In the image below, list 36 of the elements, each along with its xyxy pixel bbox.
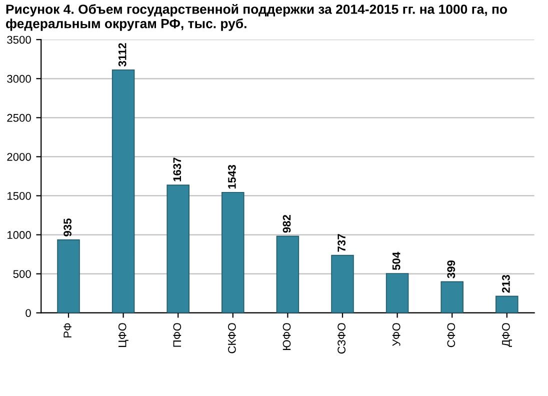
y-tick-label: 2500 [7, 114, 31, 122]
y-tick-label: 1500 [8, 192, 31, 200]
y-tick-label: 0 [26, 309, 31, 317]
data-label: 504 [392, 252, 400, 270]
x-tick-label: СЗФО [338, 323, 346, 354]
y-tick-label: 3500 [7, 36, 31, 44]
bar [57, 239, 80, 313]
bar [222, 192, 244, 313]
y-tick-label: 500 [13, 270, 31, 278]
bar [166, 184, 190, 313]
y-tick-label: 1000 [8, 231, 31, 239]
bar [112, 69, 135, 313]
x-tick-label: ДФО [502, 323, 512, 347]
bar [496, 296, 518, 313]
data-label: 1543 [228, 164, 236, 189]
chart-title: Рисунок 4. Объем государственной поддержки за 2014-2015 гг. на 1000 га, по федеральным округам РФ, тыс. руб. [6, 4, 507, 31]
data-label: 737 [338, 234, 346, 252]
x-tick-label: СФО [447, 323, 456, 348]
data-label: 982 [282, 214, 291, 233]
data-label: 3112 [118, 43, 126, 67]
bar [331, 254, 354, 313]
x-tick-label: РФ [64, 323, 72, 338]
y-tick-label: 2000 [7, 152, 31, 161]
bar [440, 281, 464, 313]
y-tick-label: 3000 [7, 74, 31, 83]
data-label: 1637 [173, 158, 182, 182]
x-tick-label: ЮФО [282, 323, 291, 350]
data-label: 213 [502, 274, 510, 293]
x-tick-label: ЦФО [118, 323, 128, 347]
x-tick-label: УФО [392, 323, 400, 346]
x-tick-label: СКФО [228, 323, 236, 354]
bar [386, 273, 409, 313]
bar [276, 236, 300, 313]
data-label: 935 [64, 218, 72, 236]
data-label: 399 [447, 260, 456, 278]
x-tick-label: ПФО [173, 323, 182, 347]
